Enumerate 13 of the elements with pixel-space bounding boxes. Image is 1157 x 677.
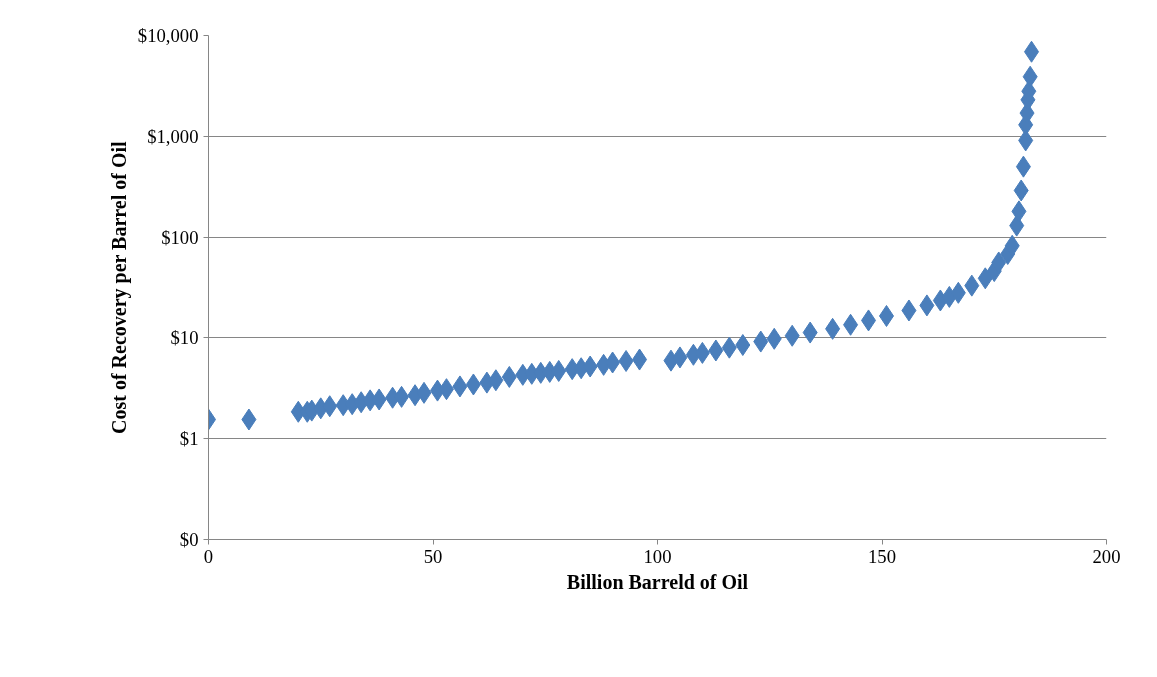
- y-tick-label: $100: [161, 226, 199, 248]
- x-tick-label: 100: [643, 545, 672, 567]
- y-tick-label: $1: [179, 428, 199, 450]
- y-tick-label: $0: [179, 529, 199, 550]
- y-tick-label: $1,000: [147, 125, 199, 147]
- x-tick-label: 0: [203, 545, 214, 567]
- y-tick-label: $10: [170, 327, 199, 349]
- x-tick-label: 150: [868, 545, 896, 567]
- x-axis-title: Billion Barreld of Oil: [566, 570, 749, 593]
- x-tick-label: 50: [423, 545, 443, 567]
- y-axis-title: Cost of Recovery per Barrel of Oil: [107, 140, 131, 434]
- y-tick-label: $10,000: [137, 25, 199, 46]
- x-tick-label: 200: [1092, 545, 1121, 567]
